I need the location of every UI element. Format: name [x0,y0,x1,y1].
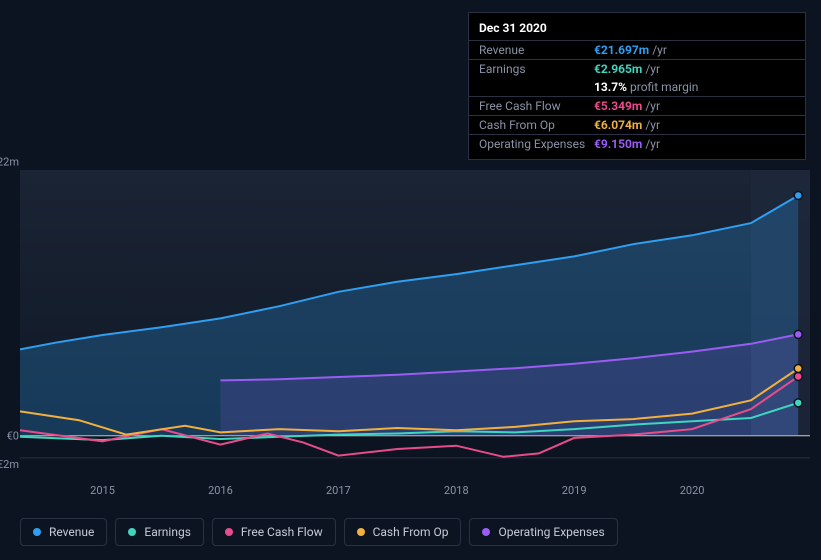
tooltip-value: 13.7% [594,80,627,94]
tooltip-suffix: /yr [652,43,667,57]
tooltip-label: Cash From Op [479,118,594,132]
y-tick-label: €22m [0,156,19,169]
x-tick-label: 2018 [444,484,469,497]
legend-item-earnings[interactable]: Earnings [115,518,204,546]
legend-dot [33,528,41,536]
legend-item-cash-from-op[interactable]: Cash From Op [344,518,462,546]
legend-dot [357,528,365,536]
legend-item-free-cash-flow[interactable]: Free Cash Flow [212,518,336,546]
tooltip-suffix: /yr [645,99,660,113]
tooltip-row: Earnings €2.965m /yr [469,59,805,78]
tooltip-suffix: /yr [645,118,660,132]
x-tick-label: 2015 [90,484,115,497]
legend-item-operating-expenses[interactable]: Operating Expenses [469,518,617,546]
x-tick-label: 2017 [326,484,351,497]
tooltip-suffix: /yr [645,62,660,76]
tooltip-label: Earnings [479,62,594,76]
legend-item-revenue[interactable]: Revenue [20,518,107,546]
tooltip-suffix: /yr [645,137,660,151]
y-tick-label: €0 [7,429,19,442]
legend-label: Operating Expenses [498,525,604,539]
tooltip-row: Revenue €21.697m /yr [469,40,805,59]
legend-dot [482,528,490,536]
tooltip-row: Cash From Op €6.074m /yr [469,115,805,134]
x-tick-label: 2016 [208,484,233,497]
chart-tooltip: Dec 31 2020 Revenue €21.697m /yrEarnings… [468,12,806,160]
chart-legend: Revenue Earnings Free Cash Flow Cash Fro… [20,518,618,546]
tooltip-value: €5.349m [594,99,642,113]
tooltip-suffix: profit margin [630,80,698,94]
tooltip-label: Operating Expenses [479,137,594,151]
tooltip-label [479,80,594,94]
financial-chart [20,170,810,480]
legend-label: Free Cash Flow [241,525,323,539]
tooltip-row: 13.7% profit margin [469,78,805,96]
tooltip-value: €2.965m [594,62,642,76]
tooltip-row: Operating Expenses €9.150m /yr [469,134,805,153]
tooltip-value: €21.697m [594,43,649,57]
tooltip-label: Free Cash Flow [479,99,594,113]
x-tick-label: 2019 [562,484,587,497]
tooltip-value: €9.150m [594,137,642,151]
tooltip-rows: Revenue €21.697m /yrEarnings €2.965m /yr… [469,40,805,153]
legend-dot [225,528,233,536]
legend-label: Revenue [49,525,94,539]
tooltip-value: €6.074m [594,118,642,132]
legend-dot [128,528,136,536]
tooltip-label: Revenue [479,43,594,57]
y-tick-label: -€2m [0,445,19,471]
tooltip-row: Free Cash Flow €5.349m /yr [469,96,805,115]
legend-label: Earnings [144,525,191,539]
legend-label: Cash From Op [373,525,449,539]
x-tick-label: 2020 [680,484,705,497]
tooltip-date: Dec 31 2020 [469,19,805,40]
